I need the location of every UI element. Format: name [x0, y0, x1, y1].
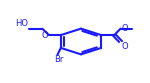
- Text: O: O: [42, 31, 48, 40]
- Text: HO: HO: [15, 19, 28, 28]
- Text: O: O: [121, 24, 128, 33]
- Text: Br: Br: [54, 55, 63, 64]
- Text: O: O: [121, 42, 128, 51]
